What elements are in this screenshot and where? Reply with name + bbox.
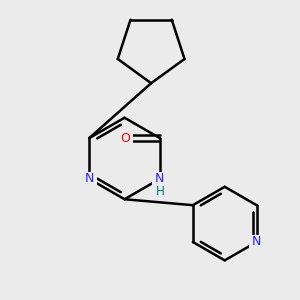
- Text: N: N: [155, 172, 164, 185]
- Text: O: O: [120, 132, 130, 145]
- Text: H: H: [155, 185, 164, 198]
- Bar: [116, 131, 133, 146]
- Bar: [249, 235, 265, 249]
- Bar: [153, 185, 166, 197]
- Text: N: N: [85, 172, 94, 185]
- Bar: [81, 172, 97, 186]
- Text: N: N: [252, 236, 261, 248]
- Bar: [152, 172, 168, 186]
